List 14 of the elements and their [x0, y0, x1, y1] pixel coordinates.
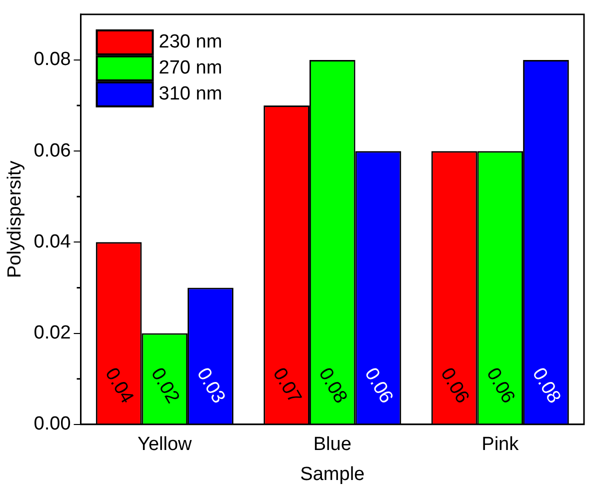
data-label: 0.07 — [268, 364, 306, 408]
x-axis-title: Sample — [300, 464, 365, 485]
legend-label: 270 nm — [158, 58, 222, 79]
x-tick-label: Pink — [482, 434, 520, 456]
text: 0.08 — [34, 49, 71, 70]
text: 0.02 — [34, 322, 71, 344]
legend-label: 230 nm — [158, 32, 222, 53]
legend-label: 310 nm — [158, 84, 222, 105]
text: 0.00 — [34, 414, 71, 435]
x-tick-label: Yellow — [138, 434, 192, 456]
text: 0.06 — [34, 140, 71, 162]
text: 0.04 — [34, 231, 71, 252]
x-tick-label: Blue — [313, 434, 352, 456]
y-axis-title: Polydispersity — [4, 160, 26, 278]
